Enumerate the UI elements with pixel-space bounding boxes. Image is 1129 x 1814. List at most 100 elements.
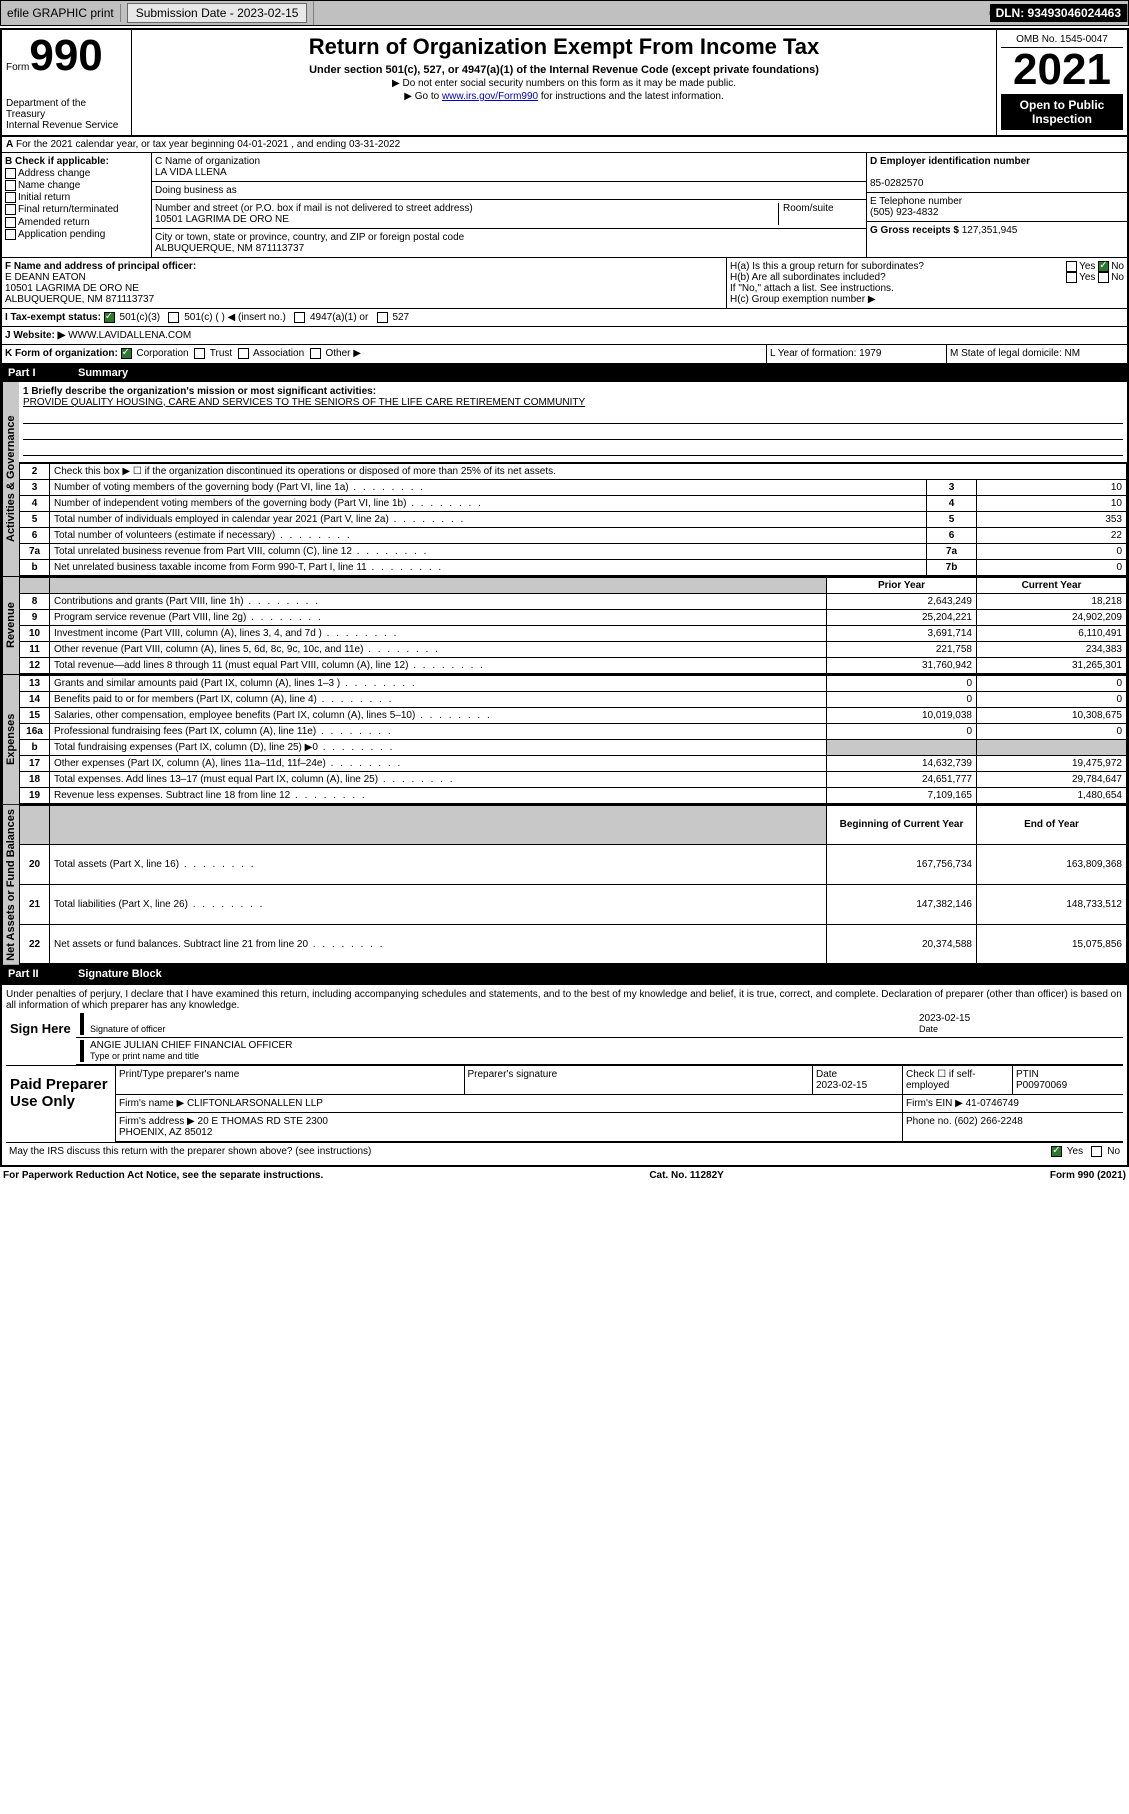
ptin-label: PTIN xyxy=(1016,1069,1039,1080)
trust-checkbox[interactable] xyxy=(194,348,205,359)
org-name: LA VIDA LLENA xyxy=(155,167,227,178)
col-header-prior: Beginning of Current Year xyxy=(827,805,977,845)
prep-name-label: Print/Type preparer's name xyxy=(119,1069,239,1080)
current-value: 6,110,491 xyxy=(977,625,1127,641)
row-label: Grants and similar amounts paid (Part IX… xyxy=(50,675,827,691)
row-num: 2 xyxy=(20,463,50,479)
prior-value: 7,109,165 xyxy=(827,787,977,803)
current-value: 10,308,675 xyxy=(977,707,1127,723)
h-note: If "No," attach a list. See instructions… xyxy=(730,283,1124,294)
corp-checkbox[interactable] xyxy=(121,348,132,359)
row-num: 15 xyxy=(20,707,50,723)
website-value: WWW.LAVIDALLENA.COM xyxy=(68,330,191,341)
row-value: 353 xyxy=(977,511,1127,527)
prior-value: 221,758 xyxy=(827,641,977,657)
row-value: 10 xyxy=(977,479,1127,495)
firm-name: CLIFTONLARSONALLEN LLP xyxy=(187,1098,323,1109)
row-value: 10 xyxy=(977,495,1127,511)
h1c-label: H(c) Group exemption number ▶ xyxy=(730,294,1124,305)
submission-date-button[interactable]: Submission Date - 2023-02-15 xyxy=(127,3,308,23)
section-b-label: B Check if applicable: xyxy=(5,156,109,167)
prep-date: Date 2023-02-15 xyxy=(813,1066,903,1094)
discuss-text: May the IRS discuss this return with the… xyxy=(9,1146,371,1157)
form-note1: ▶ Do not enter social security numbers o… xyxy=(136,78,992,89)
prior-value: 167,756,734 xyxy=(827,845,977,885)
sig-officer-label: Signature of officer xyxy=(90,1024,165,1034)
current-value: 15,075,856 xyxy=(977,924,1127,964)
activities-table: 2 Check this box ▶ ☐ if the organization… xyxy=(19,463,1127,576)
irs-link[interactable]: www.irs.gov/Form990 xyxy=(442,91,538,102)
row-num: 7a xyxy=(20,543,50,559)
prior-value: 20,374,588 xyxy=(827,924,977,964)
row-num: 8 xyxy=(20,593,50,609)
gross-label: G Gross receipts $ xyxy=(870,225,959,236)
h1b-no-checkbox[interactable] xyxy=(1098,272,1109,283)
firm-ein: 41-0746749 xyxy=(966,1098,1019,1109)
room-label: Room/suite xyxy=(783,203,834,214)
row-num: b xyxy=(20,739,50,755)
section-i: I Tax-exempt status: 501(c)(3) 501(c) ( … xyxy=(2,309,1127,327)
name-change-checkbox[interactable] xyxy=(5,180,16,191)
row-num: 10 xyxy=(20,625,50,641)
type-label: Type or print name and title xyxy=(90,1051,199,1061)
form-990: Form990 Department of the Treasury Inter… xyxy=(0,28,1129,1167)
other-checkbox[interactable] xyxy=(310,348,321,359)
discuss-no-checkbox[interactable] xyxy=(1091,1146,1102,1157)
paid-preparer-block: Paid Preparer Use Only Print/Type prepar… xyxy=(6,1065,1123,1142)
sidebar-net-assets: Net Assets or Fund Balances xyxy=(2,805,19,965)
form-header: Form990 Department of the Treasury Inter… xyxy=(2,30,1127,137)
current-value: 1,480,654 xyxy=(977,787,1127,803)
application-pending-checkbox[interactable] xyxy=(5,229,16,240)
h1a-no-checkbox[interactable] xyxy=(1098,261,1109,272)
officer-addr1: 10501 LAGRIMA DE ORO NE xyxy=(5,283,139,294)
firm-phone: (602) 266-2248 xyxy=(954,1116,1022,1127)
current-value: 0 xyxy=(977,691,1127,707)
h1a-yes-checkbox[interactable] xyxy=(1066,261,1077,272)
current-value: 29,784,647 xyxy=(977,771,1127,787)
current-value: 234,383 xyxy=(977,641,1127,657)
row-label: Total unrelated business revenue from Pa… xyxy=(50,543,927,559)
501c3-checkbox[interactable] xyxy=(104,312,115,323)
current-value xyxy=(977,739,1127,755)
4947-checkbox[interactable] xyxy=(294,312,305,323)
address-change-checkbox[interactable] xyxy=(5,168,16,179)
row-value: 0 xyxy=(977,543,1127,559)
h1b-yes-checkbox[interactable] xyxy=(1066,272,1077,283)
officer-name: E DEANN EATON xyxy=(5,272,86,283)
amended-return-checkbox[interactable] xyxy=(5,217,16,228)
row-num: 21 xyxy=(20,884,50,924)
row-label: Total number of volunteers (estimate if … xyxy=(50,527,927,543)
initial-return-checkbox[interactable] xyxy=(5,192,16,203)
final-return-checkbox[interactable] xyxy=(5,204,16,215)
501c-checkbox[interactable] xyxy=(168,312,179,323)
current-value: 18,218 xyxy=(977,593,1127,609)
discuss-yes-checkbox[interactable] xyxy=(1051,1146,1062,1157)
assoc-checkbox[interactable] xyxy=(238,348,249,359)
row-label: Investment income (Part VIII, column (A)… xyxy=(50,625,827,641)
phone-value: (505) 923-4832 xyxy=(870,207,938,218)
efile-label: efile GRAPHIC print xyxy=(1,4,121,22)
form-year: 2021 xyxy=(1001,48,1123,92)
net-assets-table: Beginning of Current Year End of Year20 … xyxy=(19,805,1127,965)
footer-left: For Paperwork Reduction Act Notice, see … xyxy=(3,1170,323,1181)
row-value: 22 xyxy=(977,527,1127,543)
tax-year-text: For the 2021 calendar year, or tax year … xyxy=(16,139,400,150)
firm-name-label: Firm's name ▶ xyxy=(119,1098,184,1109)
perjury-text: Under penalties of perjury, I declare th… xyxy=(6,989,1123,1011)
addr-label: Number and street (or P.O. box if mail i… xyxy=(155,203,473,214)
prior-value: 10,019,038 xyxy=(827,707,977,723)
section-deg: D Employer identification number 85-0282… xyxy=(867,153,1127,257)
row-box: 5 xyxy=(927,511,977,527)
prior-value: 0 xyxy=(827,675,977,691)
prior-value: 24,651,777 xyxy=(827,771,977,787)
part2-title: Signature Block xyxy=(78,968,162,980)
row-label: Number of independent voting members of … xyxy=(50,495,927,511)
row-label: Total expenses. Add lines 13–17 (must eq… xyxy=(50,771,827,787)
city-label: City or town, state or province, country… xyxy=(155,232,464,243)
prior-value: 14,632,739 xyxy=(827,755,977,771)
h1a-label: H(a) Is this a group return for subordin… xyxy=(730,261,924,272)
527-checkbox[interactable] xyxy=(377,312,388,323)
sig-date-label: Date xyxy=(919,1024,938,1034)
row-num: 12 xyxy=(20,657,50,673)
row-num: 4 xyxy=(20,495,50,511)
